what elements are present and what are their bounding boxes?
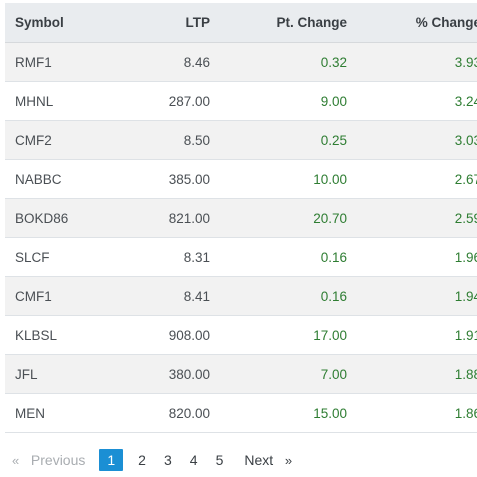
table-row[interactable]: KLBSL 908.00 17.00 1.91 (5, 315, 477, 355)
cell-pct-change: 2.59 (357, 198, 477, 238)
cell-pt-change: 7.00 (220, 354, 357, 394)
cell-pct-change: 3.24 (357, 81, 477, 121)
cell-pct-change: 1.94 (357, 276, 477, 316)
cell-symbol: SLCF (5, 237, 121, 277)
next-label: Next (244, 452, 274, 468)
table-row[interactable]: MHNL 287.00 9.00 3.24 (5, 81, 477, 121)
table-row[interactable]: BOKD86 821.00 20.70 2.59 (5, 198, 477, 238)
cell-ltp: 287.00 (121, 81, 220, 121)
double-chevron-left-icon: « (12, 453, 20, 468)
cell-pt-change: 9.00 (220, 81, 357, 121)
cell-pt-change: 0.25 (220, 120, 357, 160)
page-4-button[interactable]: 4 (189, 452, 198, 468)
page-1-button[interactable]: 1 (99, 449, 124, 471)
page-5-button[interactable]: 5 (215, 452, 224, 468)
cell-pt-change: 15.00 (220, 393, 357, 433)
table-row[interactable]: SLCF 8.31 0.16 1.96 (5, 237, 477, 277)
previous-page-button[interactable]: « Previous (8, 449, 91, 471)
cell-ltp: 821.00 (121, 198, 220, 238)
cell-symbol: RMF1 (5, 42, 121, 82)
table-row[interactable]: MEN 820.00 15.00 1.86 (5, 393, 477, 433)
cell-pct-change: 1.88 (357, 354, 477, 394)
table-header-row: Symbol LTP Pt. Change % Change (5, 3, 477, 43)
cell-ltp: 8.50 (121, 120, 220, 160)
cell-pt-change: 20.70 (220, 198, 357, 238)
cell-symbol: BOKD86 (5, 198, 121, 238)
cell-symbol: MEN (5, 393, 121, 433)
cell-pct-change: 3.03 (357, 120, 477, 160)
cell-symbol: CMF1 (5, 276, 121, 316)
cell-pt-change: 0.16 (220, 237, 357, 277)
cell-pt-change: 0.32 (220, 42, 357, 82)
cell-ltp: 8.31 (121, 237, 220, 277)
gainers-table: Symbol LTP Pt. Change % Change RMF1 8.46… (5, 3, 477, 433)
cell-pt-change: 17.00 (220, 315, 357, 355)
table-row[interactable]: CMF2 8.50 0.25 3.03 (5, 120, 477, 160)
cell-symbol: MHNL (5, 81, 121, 121)
cell-pt-change: 10.00 (220, 159, 357, 199)
table-row[interactable]: JFL 380.00 7.00 1.88 (5, 354, 477, 394)
cell-symbol: CMF2 (5, 120, 121, 160)
page-3-button[interactable]: 3 (163, 452, 172, 468)
cell-pct-change: 1.86 (357, 393, 477, 433)
cell-ltp: 8.46 (121, 42, 220, 82)
cell-symbol: JFL (5, 354, 121, 394)
header-pct-change[interactable]: % Change (357, 3, 477, 43)
header-pt-change[interactable]: Pt. Change (220, 3, 357, 43)
cell-pct-change: 3.93 (357, 42, 477, 82)
header-ltp[interactable]: LTP (121, 3, 220, 43)
cell-ltp: 385.00 (121, 159, 220, 199)
cell-pct-change: 2.67 (357, 159, 477, 199)
cell-pct-change: 1.91 (357, 315, 477, 355)
cell-symbol: KLBSL (5, 315, 121, 355)
cell-ltp: 820.00 (121, 393, 220, 433)
cell-symbol: NABBC (5, 159, 121, 199)
cell-pt-change: 0.16 (220, 276, 357, 316)
previous-label: Previous (30, 452, 86, 468)
cell-pct-change: 1.96 (357, 237, 477, 277)
table-row[interactable]: RMF1 8.46 0.32 3.93 (5, 42, 477, 82)
pagination: « Previous 1 2 3 4 5 Next » (8, 449, 298, 471)
cell-ltp: 8.41 (121, 276, 220, 316)
cell-ltp: 908.00 (121, 315, 220, 355)
table-row[interactable]: CMF1 8.41 0.16 1.94 (5, 276, 477, 316)
header-symbol[interactable]: Symbol (5, 3, 121, 43)
next-page-button[interactable]: Next » (238, 449, 298, 471)
double-chevron-right-icon: » (284, 453, 293, 468)
table-row[interactable]: NABBC 385.00 10.00 2.67 (5, 159, 477, 199)
cell-ltp: 380.00 (121, 354, 220, 394)
page-2-button[interactable]: 2 (138, 452, 146, 468)
